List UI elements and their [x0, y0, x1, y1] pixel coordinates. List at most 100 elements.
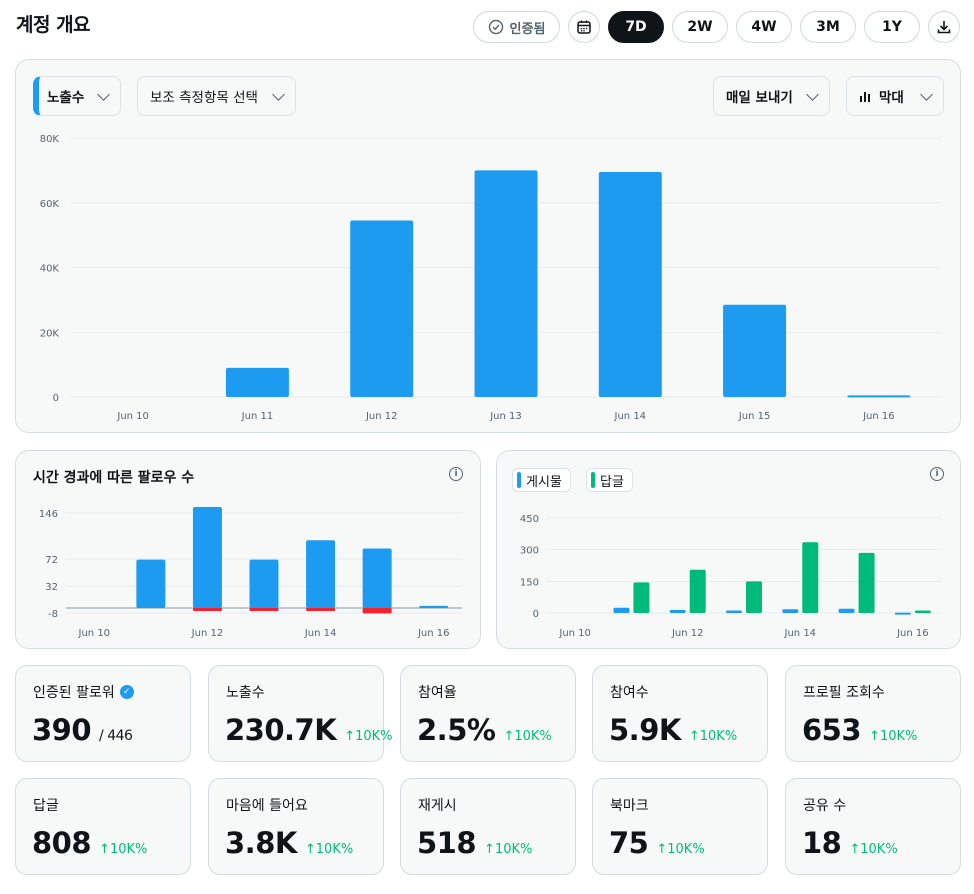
stat-value: 518 [417, 826, 477, 860]
toolbar: 인증됨 7D 2W 4W 3M 1Y [473, 11, 960, 43]
bar-followers-gained [362, 548, 392, 608]
legend-posts-label: 게시물 [526, 474, 562, 490]
bar-replies [689, 569, 706, 613]
page-title: 계정 개요 [16, 14, 91, 36]
y-tick-label: 80K [40, 134, 60, 145]
y-tick-label: 300 [520, 546, 539, 557]
legend-posts[interactable]: 게시물 [512, 468, 571, 492]
info-icon[interactable]: i [930, 467, 944, 481]
chart-type-dropdown[interactable]: 막대 [846, 76, 944, 116]
export-daily-dropdown[interactable]: 매일 보내기 [713, 76, 830, 116]
download-icon [937, 21, 951, 34]
bar-followers-gained [136, 559, 166, 608]
stat-delta: ↑10K% [344, 729, 393, 744]
x-tick-label: Jun 10 [116, 411, 149, 422]
bar-followers-gained [249, 559, 279, 608]
stat-card-shares: 공유 수 18 ↑10K% [785, 778, 961, 875]
y-tick-label: 0 [533, 609, 539, 620]
bar-followers-lost [192, 608, 222, 611]
range-7d-button[interactable]: 7D [608, 11, 664, 43]
stat-label: 노출수 [226, 685, 265, 701]
stat-value: 75 [609, 826, 649, 860]
stat-value-wrapper: 75 ↑10K% [609, 826, 705, 860]
verified-filter-button[interactable]: 인증됨 [473, 11, 560, 43]
stat-label: 재게시 [418, 798, 457, 814]
stat-value: 808 [32, 826, 92, 860]
stat-delta: ↑10K% [688, 729, 738, 744]
bar-replies [802, 542, 819, 613]
calendar-button[interactable] [568, 11, 600, 43]
bar [723, 304, 787, 397]
stat-label: 인증된 팔로워 [33, 685, 115, 701]
verified-filter-label: 인증됨 [509, 21, 546, 37]
range-3m-button[interactable]: 3M [800, 11, 856, 43]
primary-metric-dropdown[interactable]: 노출수 [33, 76, 121, 116]
secondary-metric-label: 보조 측정항목 선택 [150, 90, 258, 106]
range-4w-button[interactable]: 4W [736, 11, 792, 43]
stat-value: 390 [32, 713, 92, 747]
x-tick-label: Jun 10 [558, 628, 591, 639]
stat-card-impressions: 노출수 230.7K ↑10K% [208, 665, 393, 762]
stat-value-wrapper: 230.7K ↑10K% [225, 713, 393, 747]
bar [847, 395, 911, 398]
bar-followers-lost [249, 608, 279, 611]
y-tick-label: 146 [39, 509, 58, 520]
stat-label: 프로필 조회수 [803, 685, 885, 701]
impressions-bar-chart: 0 20K 40K 60K 80K Jun 10 Jun 11 Jun 12 Jun 13 Jun… [40, 134, 941, 422]
bar-posts [726, 610, 742, 613]
followers-chart-title: 시간 경과에 따른 팔로우 수 [33, 470, 195, 486]
followers-chart-card: 시간 경과에 따른 팔로우 수 i 146 72 32 -8 Jun 10 Jun 12 J… [15, 450, 481, 649]
download-button[interactable] [928, 11, 960, 43]
stat-card-engagement-rate: 참여율 2.5% ↑10K% [400, 665, 576, 762]
x-tick-label: Jun 14 [784, 628, 817, 639]
stat-card-verified-followers: 인증된 팔로워 ✓ 390 / 446 [15, 665, 191, 762]
x-tick-label: Jun 14 [304, 628, 337, 639]
x-tick-label: Jun 16 [862, 411, 895, 422]
y-tick-label: 40K [40, 264, 60, 275]
bar-followers-lost [362, 608, 392, 614]
secondary-metric-dropdown[interactable]: 보조 측정항목 선택 [137, 76, 296, 116]
calendar-icon [577, 20, 591, 34]
posts-replies-bar-chart: 0 150 300 450 Jun 10 Jun 12 Jun 14 Jun 16 [520, 514, 941, 639]
stat-value-wrapper: 2.5% ↑10K% [417, 713, 552, 747]
x-tick-label: Jun 14 [614, 411, 647, 422]
bar-followers-lost [306, 608, 336, 611]
stat-delta: ↑10K% [849, 842, 898, 857]
bar [350, 220, 414, 397]
range-2w-button[interactable]: 2W [672, 11, 728, 43]
posts-replies-chart-card: 게시물 답글 i 0 150 300 450 Jun 10 Jun 12 Jun 14 Jun… [496, 450, 961, 649]
stat-label: 마음에 들어요 [226, 798, 308, 814]
y-tick-label: 150 [520, 577, 539, 588]
x-tick-label: Jun 15 [738, 411, 771, 422]
info-icon[interactable]: i [449, 467, 463, 481]
y-tick-label: 20K [40, 328, 60, 339]
stat-value: 230.7K [225, 713, 337, 747]
stat-label: 답글 [33, 798, 59, 814]
x-tick-label: Jun 13 [489, 411, 522, 422]
verified-check-icon [488, 19, 503, 35]
bar [225, 367, 289, 397]
bar-posts [894, 612, 911, 615]
stat-card-bookmarks: 북마크 75 ↑10K% [592, 778, 768, 875]
stat-card-replies: 답글 808 ↑10K% [15, 778, 191, 875]
y-tick-label: -8 [48, 609, 58, 620]
bar-posts [782, 609, 799, 613]
x-tick-label: Jun 12 [191, 628, 224, 639]
stat-delta: ↑10K% [869, 729, 918, 744]
y-tick-label: 450 [520, 514, 539, 525]
stat-label: 북마크 [610, 798, 649, 814]
y-tick-label: 60K [40, 199, 60, 210]
bar-posts [838, 608, 855, 613]
stat-delta: ↑10K% [99, 842, 148, 857]
bar-followers-gained [306, 540, 336, 608]
range-1y-button[interactable]: 1Y [864, 11, 920, 43]
stat-value: 2.5% [417, 713, 496, 747]
legend-replies[interactable]: 답글 [586, 468, 633, 492]
x-tick-label: Jun 16 [417, 628, 450, 639]
y-tick-label: 32 [45, 582, 58, 593]
stat-delta: ↑10K% [656, 842, 705, 857]
followers-bar-chart: 146 72 32 -8 Jun 10 Jun 12 Jun 14 Jun 16 [39, 507, 462, 639]
bar-followers-gained [192, 507, 222, 608]
y-tick-label: 0 [53, 393, 59, 404]
primary-metric-label: 노출수 [47, 90, 85, 106]
